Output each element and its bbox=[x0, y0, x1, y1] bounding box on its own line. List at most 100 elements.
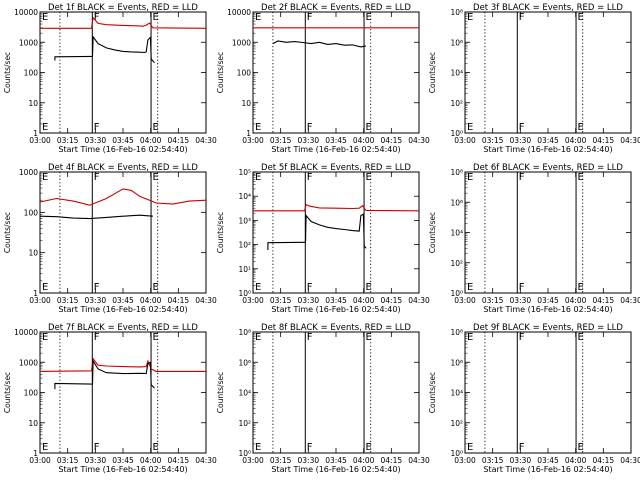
chart-title: Det 4f BLACK = Events, RED = LLD bbox=[48, 163, 198, 173]
x-axis-label: Start Time (16-Feb-16 02:54:40) bbox=[271, 305, 400, 314]
chart-panel-6: Det 6f BLACK = Events, RED = LLD 10⁰ 10² 10… bbox=[428, 163, 640, 314]
marker-label-top: F bbox=[519, 332, 525, 343]
x-axis-label: Start Time (16-Feb-16 02:54:40) bbox=[271, 465, 400, 474]
y-tick-label: 10⁵ bbox=[238, 168, 251, 177]
x-tick-label: 04:00 bbox=[353, 136, 375, 145]
y-tick-label: 10000 bbox=[14, 8, 38, 17]
edge-bracket-bottom: E bbox=[467, 442, 473, 453]
chart-panel-2: Det 2f BLACK = Events, RED = LLD 1 10 100 10… bbox=[216, 3, 430, 154]
chart-title: Det 6f BLACK = Events, RED = LLD bbox=[473, 163, 623, 173]
x-tick-label: 04:00 bbox=[140, 136, 162, 145]
y-axis-label: Counts/sec bbox=[216, 212, 225, 253]
y-axis-label: Counts/sec bbox=[428, 212, 437, 253]
x-tick-label: 03:00 bbox=[242, 456, 264, 465]
x-tick-label: 03:45 bbox=[112, 456, 134, 465]
plot-frame bbox=[464, 171, 632, 294]
y-axis-label: Counts/sec bbox=[428, 52, 437, 93]
x-tick-label: 04:30 bbox=[620, 296, 640, 305]
y-tick-label: 100 bbox=[237, 69, 252, 78]
x-tick-label: 04:00 bbox=[140, 296, 162, 305]
x-tick-label: 04:00 bbox=[140, 456, 162, 465]
x-tick-label: 03:15 bbox=[482, 456, 504, 465]
chart-panel-3: Det 3f BLACK = Events, RED = LLD 10⁰ 10² 10… bbox=[428, 3, 640, 154]
chart-panel-1: Det 1f BLACK = Events, RED = LLD 1 10 100 10… bbox=[3, 3, 217, 154]
y-tick-label: 10² bbox=[238, 241, 251, 250]
marker-label-top: E bbox=[153, 12, 159, 23]
plot-frame bbox=[39, 171, 207, 294]
y-tick-label: 1000 bbox=[19, 168, 38, 177]
plot-frame bbox=[252, 331, 420, 454]
y-tick-label: 10 bbox=[241, 99, 251, 108]
edge-bracket-bottom: E bbox=[42, 442, 48, 453]
chart-title: Det 9f BLACK = Events, RED = LLD bbox=[473, 323, 623, 333]
x-tick-label: 03:30 bbox=[298, 456, 320, 465]
y-tick-label: 10⁸ bbox=[450, 8, 463, 17]
y-tick-label: 10⁶ bbox=[238, 358, 251, 367]
series-line-lld bbox=[253, 203, 420, 212]
series-line-lld bbox=[39, 357, 206, 372]
x-tick-label: 04:15 bbox=[593, 456, 615, 465]
x-tick-label: 03:30 bbox=[510, 296, 532, 305]
edge-bracket-top: E bbox=[42, 172, 48, 183]
marker-label-bottom: E bbox=[578, 122, 584, 133]
edge-bracket-bottom: E bbox=[255, 442, 261, 453]
edge-bracket-top: E bbox=[255, 172, 261, 183]
y-tick-label: 10⁸ bbox=[450, 328, 463, 337]
y-axis-label: Counts/sec bbox=[216, 52, 225, 93]
marker-label-top: F bbox=[519, 12, 525, 23]
x-tick-label: 04:30 bbox=[408, 136, 430, 145]
edge-bracket-bottom: E bbox=[467, 122, 473, 133]
x-tick-label: 03:30 bbox=[298, 136, 320, 145]
chart-panel-4: Det 4f BLACK = Events, RED = LLD 1 10 100 10… bbox=[3, 163, 217, 314]
y-tick-label: 10⁰ bbox=[238, 449, 251, 458]
marker-label-bottom: E bbox=[366, 122, 372, 133]
x-tick-label: 04:00 bbox=[353, 296, 375, 305]
marker-label-bottom: E bbox=[578, 282, 584, 293]
y-tick-label: 100 bbox=[24, 69, 39, 78]
x-tick-label: 03:45 bbox=[325, 456, 347, 465]
y-tick-label: 10² bbox=[450, 259, 463, 268]
y-tick-label: 10³ bbox=[238, 216, 251, 225]
x-tick-label: 04:15 bbox=[593, 136, 615, 145]
plot-frame bbox=[464, 11, 632, 134]
x-tick-label: 04:00 bbox=[353, 456, 375, 465]
edge-bracket-top: E bbox=[467, 332, 473, 343]
marker-label-bottom: F bbox=[519, 282, 525, 293]
y-tick-label: 10⁸ bbox=[450, 168, 463, 177]
marker-label-top: E bbox=[153, 332, 159, 343]
edge-bracket-bottom: E bbox=[42, 282, 48, 293]
x-tick-label: 04:30 bbox=[195, 136, 217, 145]
marker-label-top: F bbox=[94, 172, 100, 183]
y-tick-label: 1 bbox=[33, 289, 38, 298]
y-tick-label: 10000 bbox=[14, 328, 38, 337]
edge-bracket-bottom: E bbox=[255, 282, 261, 293]
x-tick-label: 03:00 bbox=[242, 296, 264, 305]
y-tick-label: 10⁴ bbox=[450, 389, 463, 398]
marker-label-top: E bbox=[366, 172, 372, 183]
y-tick-label: 10 bbox=[28, 249, 38, 258]
x-tick-label: 03:15 bbox=[57, 456, 79, 465]
plot-frame bbox=[39, 11, 207, 134]
x-tick-label: 04:15 bbox=[381, 456, 403, 465]
y-tick-label: 10 bbox=[28, 419, 38, 428]
x-tick-label: 04:30 bbox=[195, 296, 217, 305]
x-tick-label: 04:30 bbox=[620, 136, 640, 145]
x-tick-label: 04:30 bbox=[408, 456, 430, 465]
y-tick-label: 1 bbox=[33, 449, 38, 458]
x-tick-label: 03:45 bbox=[537, 456, 559, 465]
y-tick-label: 100 bbox=[24, 389, 39, 398]
x-tick-label: 04:15 bbox=[381, 296, 403, 305]
y-tick-label: 10⁴ bbox=[238, 192, 251, 201]
series-line-events bbox=[267, 213, 367, 250]
x-tick-label: 03:30 bbox=[510, 456, 532, 465]
y-axis-label: Counts/sec bbox=[3, 52, 12, 93]
marker-label-bottom: F bbox=[307, 282, 313, 293]
marker-label-top: F bbox=[307, 12, 313, 23]
x-tick-label: 04:30 bbox=[195, 456, 217, 465]
chart-panel-9: Det 9f BLACK = Events, RED = LLD 10⁰ 10² 10… bbox=[428, 323, 640, 474]
y-tick-label: 10 bbox=[28, 99, 38, 108]
y-tick-label: 10⁰ bbox=[238, 289, 251, 298]
x-tick-label: 03:30 bbox=[298, 296, 320, 305]
y-tick-label: 100 bbox=[24, 208, 39, 217]
